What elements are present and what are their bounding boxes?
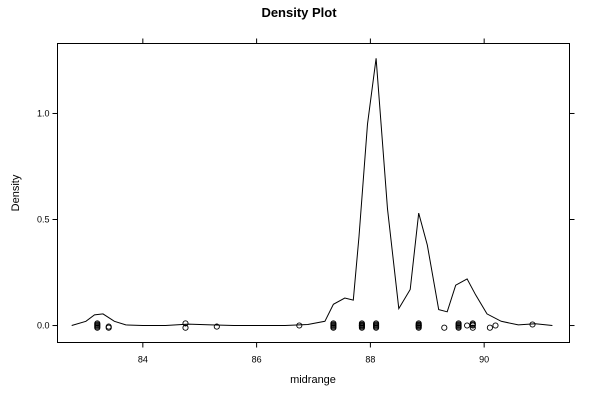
data-point [486,324,493,331]
data-point [441,324,448,331]
data-point [373,321,380,328]
data-point [464,322,471,329]
data-point [455,323,462,330]
x-axis-label: midrange [290,374,336,386]
y-tick-label: 0.5 [37,215,50,225]
y-tick-label: 1.0 [37,108,50,118]
data-point [94,323,101,330]
data-points [94,320,536,331]
x-axis: 84 86 88 90 [138,38,489,365]
data-point [105,324,112,331]
y-tick-label: 0.0 [37,321,50,331]
data-point [94,321,101,328]
data-point [296,322,303,329]
data-point [529,321,536,328]
y-axis: 0.0 0.5 1.0 [37,108,575,331]
data-point [415,322,422,329]
data-point [330,321,337,328]
data-point [373,323,380,330]
chart-title: Density Plot [261,5,337,20]
plot-frame [57,43,570,343]
density-curve [71,58,553,326]
x-tick-label: 90 [479,355,489,365]
data-point [469,324,476,331]
data-point [182,324,189,331]
data-point [492,322,499,329]
data-point [330,323,337,330]
x-tick-label: 88 [365,355,375,365]
x-tick-label: 86 [252,355,262,365]
data-point [455,321,462,328]
x-tick-label: 84 [138,355,148,365]
data-point [213,323,220,330]
data-point [358,322,365,329]
data-point [182,320,189,327]
y-axis-label: Density [10,174,22,211]
data-point [469,321,476,328]
